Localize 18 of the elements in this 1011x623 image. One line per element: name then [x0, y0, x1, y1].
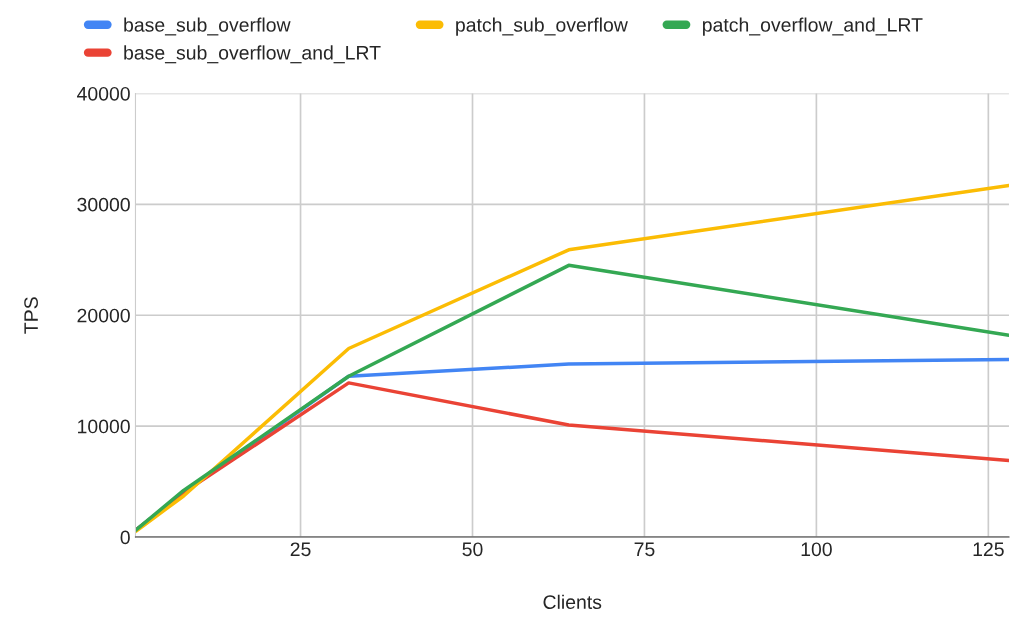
line-series	[135, 183, 1009, 534]
legend-label: base_sub_overflow	[124, 17, 291, 36]
y-tick-label: 20000	[77, 308, 130, 323]
x-axis-title: Clients	[543, 594, 602, 610]
y-tick-label: 10000	[78, 419, 130, 434]
x-tick-label: 50	[462, 542, 483, 557]
x-tick-label: 125	[973, 542, 1004, 557]
y-tick-label: 0	[120, 530, 130, 545]
legend-label: base_sub_overflow_and_LRT	[124, 45, 381, 64]
legend-label: patch_sub_overflow	[456, 17, 628, 36]
y-tick-label: 40000	[76, 86, 130, 101]
y-tick-label: 30000	[77, 197, 130, 212]
x-tick-label: 75	[634, 542, 655, 557]
x-tick-label: 100	[801, 542, 832, 557]
line-series	[135, 263, 1009, 533]
legend-label: patch_overflow_and_LRT	[702, 17, 923, 36]
y-axis-title: TPS	[24, 297, 38, 334]
x-tick-label: 25	[290, 542, 311, 557]
